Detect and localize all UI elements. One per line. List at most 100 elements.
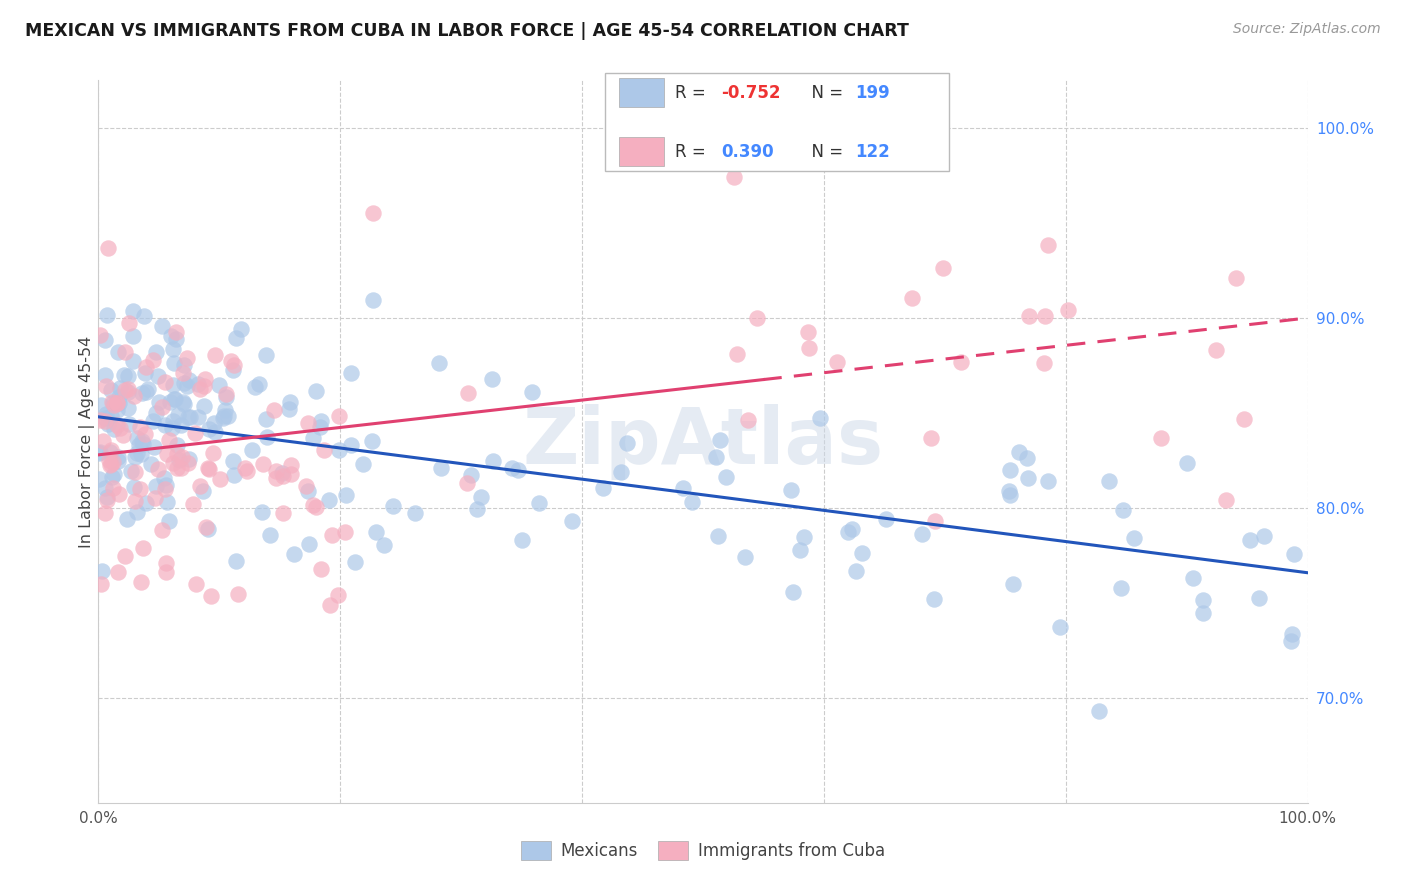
Point xyxy=(177,410,200,425)
Point xyxy=(121,329,143,343)
Point xyxy=(1018,309,1040,323)
Point xyxy=(159,395,181,409)
Point xyxy=(169,453,191,467)
Text: 122: 122 xyxy=(855,143,890,161)
Point xyxy=(100,445,122,459)
Point xyxy=(714,469,737,483)
Point xyxy=(460,468,482,483)
Point xyxy=(127,431,149,445)
Text: N =: N = xyxy=(801,143,849,161)
Point xyxy=(94,506,117,520)
Point xyxy=(225,331,247,345)
Point xyxy=(101,455,124,469)
Point xyxy=(1033,356,1056,370)
Point xyxy=(105,396,128,410)
Point xyxy=(128,482,150,496)
Point xyxy=(157,514,180,528)
Point xyxy=(89,327,111,342)
Point xyxy=(200,589,222,603)
Point xyxy=(214,387,236,401)
Text: 199: 199 xyxy=(855,84,890,102)
Point xyxy=(94,481,117,495)
Point xyxy=(510,533,533,547)
Point xyxy=(204,348,226,362)
Point xyxy=(208,473,231,487)
Point xyxy=(145,479,167,493)
Point xyxy=(155,565,177,579)
Point xyxy=(314,443,336,458)
Point xyxy=(321,528,343,542)
Point xyxy=(298,537,321,551)
Point xyxy=(172,366,194,380)
Point xyxy=(117,417,139,431)
Point xyxy=(124,465,146,479)
Point xyxy=(340,438,363,452)
Point xyxy=(672,481,695,495)
Point xyxy=(1239,533,1261,547)
Point xyxy=(301,431,323,445)
Point xyxy=(875,511,897,525)
Point xyxy=(256,430,278,444)
Point xyxy=(508,463,530,477)
Point xyxy=(1191,593,1213,607)
Point xyxy=(243,380,266,394)
Point xyxy=(1279,634,1302,648)
Point xyxy=(108,421,131,435)
Point xyxy=(373,538,395,552)
Point xyxy=(139,458,162,472)
Point xyxy=(184,426,207,441)
Point xyxy=(187,377,209,392)
Point xyxy=(222,362,245,376)
Point xyxy=(101,395,124,409)
Point xyxy=(103,467,125,482)
Point xyxy=(131,436,153,450)
Point xyxy=(157,433,180,447)
Point xyxy=(148,395,170,409)
Point xyxy=(155,478,177,492)
Point xyxy=(193,399,215,413)
Point xyxy=(162,414,184,428)
Point xyxy=(110,381,132,395)
Point xyxy=(193,372,215,386)
Point xyxy=(105,418,128,433)
Point xyxy=(932,260,955,275)
Point xyxy=(142,440,165,454)
Point xyxy=(1087,704,1109,718)
Point xyxy=(610,465,633,479)
Point xyxy=(366,524,388,539)
Y-axis label: In Labor Force | Age 45-54: In Labor Force | Age 45-54 xyxy=(79,335,96,548)
Point xyxy=(105,395,128,409)
Point xyxy=(225,553,247,567)
Point xyxy=(132,310,155,324)
Point xyxy=(1049,620,1071,634)
Point xyxy=(100,457,122,471)
Point xyxy=(100,383,122,397)
Point xyxy=(808,411,831,425)
Point xyxy=(723,170,745,185)
Point xyxy=(305,384,328,398)
Point xyxy=(150,400,173,414)
Point xyxy=(131,574,153,589)
Point xyxy=(121,304,143,318)
Point xyxy=(920,431,942,445)
Text: N =: N = xyxy=(801,84,849,102)
Point xyxy=(1111,502,1133,516)
Point xyxy=(120,464,142,478)
Point xyxy=(176,379,198,393)
Point xyxy=(344,556,367,570)
Point xyxy=(97,417,120,431)
Point xyxy=(998,488,1021,502)
Point xyxy=(211,411,233,425)
Point xyxy=(381,499,404,513)
Point xyxy=(89,446,111,460)
Point xyxy=(561,514,583,528)
Point xyxy=(1036,238,1059,252)
Point xyxy=(145,406,167,420)
Point xyxy=(142,352,165,367)
Point xyxy=(193,484,215,499)
Point xyxy=(1181,571,1204,585)
Point xyxy=(93,368,115,383)
Point xyxy=(309,414,332,428)
Point xyxy=(103,399,125,413)
Point xyxy=(134,366,156,380)
